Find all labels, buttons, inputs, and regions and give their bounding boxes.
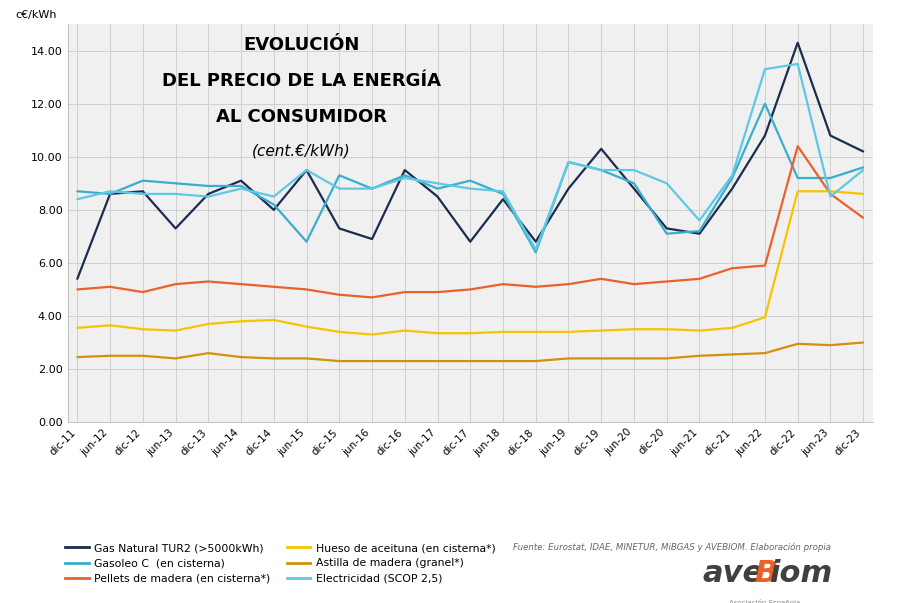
Text: ave: ave: [702, 559, 763, 588]
Text: DEL PRECIO DE LA ENERGÍA: DEL PRECIO DE LA ENERGÍA: [162, 72, 441, 90]
Legend: Gas Natural TUR2 (>5000kWh), Gasoleo C  (en cisterna), Pellets de madera (en cis: Gas Natural TUR2 (>5000kWh), Gasoleo C (…: [65, 543, 496, 584]
Text: B: B: [754, 559, 778, 588]
Text: EVOLUCIÓN: EVOLUCIÓN: [243, 36, 359, 54]
Text: (cent.€/kWh): (cent.€/kWh): [252, 144, 350, 159]
Text: iom: iom: [769, 559, 832, 588]
Text: Asociación Española
de la Biomasa: Asociación Española de la Biomasa: [729, 599, 800, 603]
Text: AL CONSUMIDOR: AL CONSUMIDOR: [216, 108, 387, 125]
Text: Fuente: Eurostat, IDAE, MINETUR, MiBGAS y AVEBIOM. Elaboración propia: Fuente: Eurostat, IDAE, MINETUR, MiBGAS …: [513, 542, 831, 552]
Text: c€/kWh: c€/kWh: [15, 10, 57, 20]
